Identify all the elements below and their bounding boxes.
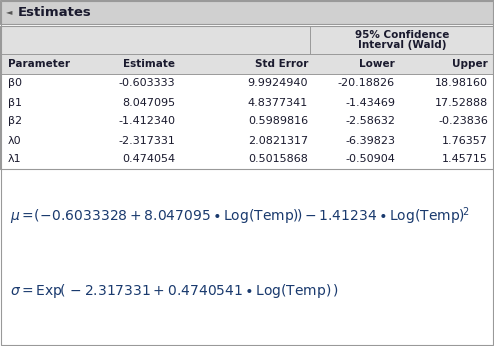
Text: β1: β1 bbox=[8, 98, 22, 108]
Text: 9.9924940: 9.9924940 bbox=[247, 79, 308, 89]
Text: λ1: λ1 bbox=[8, 155, 22, 164]
Text: Estimate: Estimate bbox=[123, 59, 175, 69]
Text: $\mu = \!\left(\!-\!0.6033328 + 8.047095\,{\bullet}\,\mathrm{Log}\left(\mathrm{T: $\mu = \!\left(\!-\!0.6033328 + 8.047095… bbox=[10, 205, 470, 227]
Text: Std Error: Std Error bbox=[254, 59, 308, 69]
Text: β2: β2 bbox=[8, 117, 22, 127]
Text: 18.98160: 18.98160 bbox=[435, 79, 488, 89]
Text: -2.58632: -2.58632 bbox=[345, 117, 395, 127]
Text: 1.45715: 1.45715 bbox=[442, 155, 488, 164]
Text: Interval (Wald): Interval (Wald) bbox=[358, 40, 446, 50]
Text: 0.5989816: 0.5989816 bbox=[248, 117, 308, 127]
Text: Lower: Lower bbox=[359, 59, 395, 69]
Text: β0: β0 bbox=[8, 79, 22, 89]
Text: 4.8377341: 4.8377341 bbox=[248, 98, 308, 108]
Text: -20.18826: -20.18826 bbox=[338, 79, 395, 89]
Text: 17.52888: 17.52888 bbox=[435, 98, 488, 108]
Text: -0.603333: -0.603333 bbox=[119, 79, 175, 89]
Text: 1.76357: 1.76357 bbox=[442, 136, 488, 146]
Text: 0.5015868: 0.5015868 bbox=[248, 155, 308, 164]
Text: 0.474054: 0.474054 bbox=[122, 155, 175, 164]
Text: 8.047095: 8.047095 bbox=[122, 98, 175, 108]
Text: -0.50904: -0.50904 bbox=[345, 155, 395, 164]
Text: -1.412340: -1.412340 bbox=[118, 117, 175, 127]
Bar bbox=[0, 26, 494, 169]
Bar bbox=[0, 0, 494, 24]
Text: Estimates: Estimates bbox=[18, 6, 92, 18]
Text: 2.0821317: 2.0821317 bbox=[248, 136, 308, 146]
Text: -6.39823: -6.39823 bbox=[345, 136, 395, 146]
Text: 95% Confidence: 95% Confidence bbox=[355, 30, 449, 40]
Text: -2.317331: -2.317331 bbox=[118, 136, 175, 146]
Text: $\sigma = \mathrm{Exp}\!\left(\,-2.317331 + 0.4740541\,{\bullet}\,\mathrm{Log}\l: $\sigma = \mathrm{Exp}\!\left(\,-2.31733… bbox=[10, 282, 339, 300]
Bar bbox=[0, 26, 494, 74]
Text: Parameter: Parameter bbox=[8, 59, 70, 69]
Text: λ0: λ0 bbox=[8, 136, 22, 146]
Text: ◄: ◄ bbox=[6, 8, 12, 17]
Text: -1.43469: -1.43469 bbox=[345, 98, 395, 108]
Text: Upper: Upper bbox=[452, 59, 488, 69]
Text: -0.23836: -0.23836 bbox=[438, 117, 488, 127]
